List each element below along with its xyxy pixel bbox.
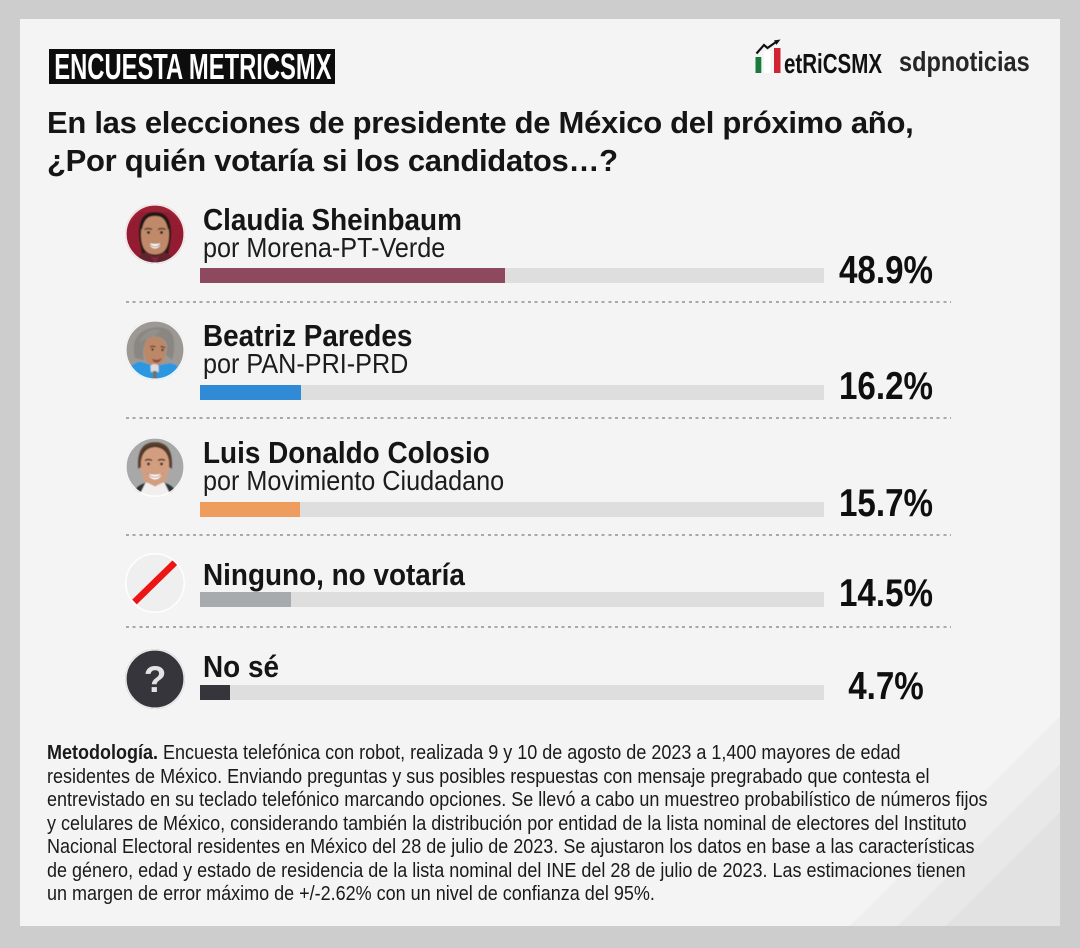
svg-text:?: ? — [144, 659, 167, 700]
svg-text:etRiCSMX: etRiCSMX — [784, 48, 882, 79]
